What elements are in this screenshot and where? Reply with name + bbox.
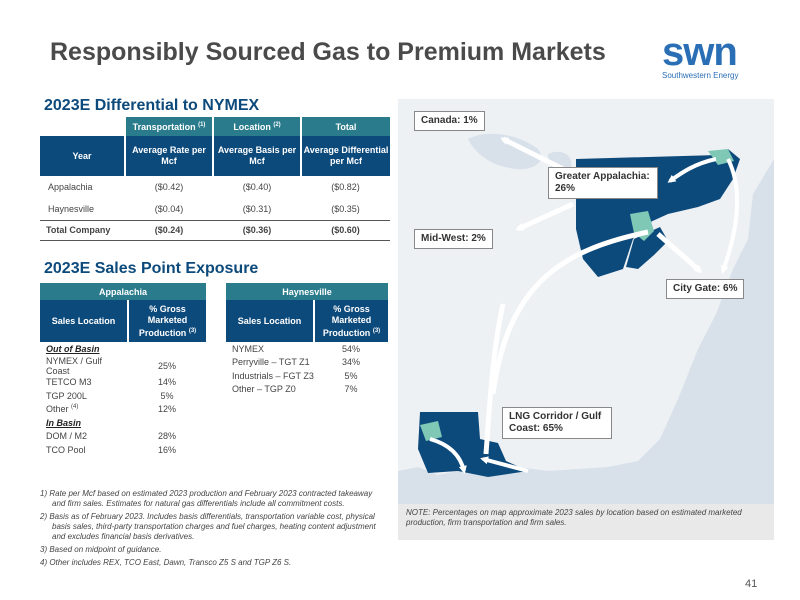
callout-midwest: Mid-West: 2% [414, 229, 493, 249]
col-header-sales-location: Sales Location [226, 300, 314, 342]
table-row: Haynesville ($0.04) ($0.31) ($0.35) [48, 203, 360, 214]
callout-canada: Canada: 1% [414, 111, 485, 131]
table-row: Perryville – TGT Z1 34% [232, 357, 360, 368]
sales-map: Canada: 1% Greater Appalachia: 26% Mid-W… [398, 99, 774, 504]
col-header-year: Year [40, 136, 125, 176]
logo-sub: Southwestern Energy [662, 71, 739, 80]
footnote-1: 1) Rate per Mcf based on estimated 2023 … [40, 489, 373, 508]
great-lakes [468, 133, 542, 170]
table-row: Appalachia ($0.42) ($0.40) ($0.82) [48, 182, 360, 192]
col-header-gross-production: % Gross Marketed Production (3) [313, 300, 388, 342]
total-row: Total Company ($0.24) ($0.36) ($0.60) [40, 219, 390, 241]
appalachia-header: Appalachia [40, 283, 206, 300]
footnote-2: 2) Basis as of February 2023. Includes b… [40, 512, 376, 541]
appalachia-table: Appalachia Sales Location % Gross Market… [40, 283, 206, 457]
table-row: Other (4) 12% [46, 404, 176, 415]
col-header-rate: Average Rate per Mcf [124, 136, 213, 176]
col-header-gross-production: % Gross Marketed Production (3) [127, 300, 206, 342]
haynesville-table: Haynesville Sales Location % Gross Marke… [226, 283, 388, 396]
page-number: 41 [745, 578, 758, 590]
table-row: NYMEX 54% [232, 343, 360, 354]
group-header-transportation: Transportation (1) [124, 117, 213, 136]
col-header-sales-location: Sales Location [40, 300, 128, 342]
table-row: Industrials – FGT Z3 5% [232, 370, 358, 381]
table-row: TETCO M3 14% [46, 377, 176, 388]
table-row: NYMEX / Gulf Coast 25% [46, 355, 176, 376]
group-header-location: Location (2) [212, 117, 301, 136]
map-graphic [398, 99, 774, 477]
footnotes: 1) Rate per Mcf based on estimated 2023 … [40, 489, 385, 571]
page-title: Responsibly Sourced Gas to Premium Marke… [50, 38, 606, 66]
sales-point-title: 2023E Sales Point Exposure [44, 260, 259, 277]
callout-lng-corridor: LNG Corridor / Gulf Coast: 65% [502, 407, 612, 439]
haynesville-header: Haynesville [226, 283, 388, 300]
haynesville-region [418, 412, 528, 477]
map-note: NOTE: Percentages on map approximate 202… [398, 504, 774, 540]
table-row: TCO Pool 16% [46, 444, 176, 455]
company-logo: swn Southwestern Energy [662, 30, 772, 80]
table-row: DOM / M2 28% [46, 431, 176, 442]
group-header-total: Total [300, 117, 390, 136]
out-of-basin-label: Out of Basin [46, 343, 100, 354]
table-row: Other – TGP Z0 7% [232, 384, 358, 395]
col-header-basis: Average Basis per Mcf [212, 136, 301, 176]
callout-greater-appalachia: Greater Appalachia: 26% [548, 167, 658, 199]
differential-title: 2023E Differential to NYMEX [44, 97, 260, 114]
table-row: TGP 200L 5% [46, 390, 174, 401]
logo-main: swn [662, 30, 738, 74]
callout-city-gate: City Gate: 6% [666, 279, 745, 299]
footnote-4: 4) Other includes REX, TCO East, Dawn, T… [40, 558, 292, 567]
col-header-differential: Average Differential per Mcf [300, 136, 390, 176]
differential-table: Transportation (1) Location (2) Total Ye… [40, 117, 390, 241]
footnote-3: 3) Based on midpoint of guidance. [40, 545, 162, 554]
in-basin-label: In Basin [46, 417, 82, 428]
